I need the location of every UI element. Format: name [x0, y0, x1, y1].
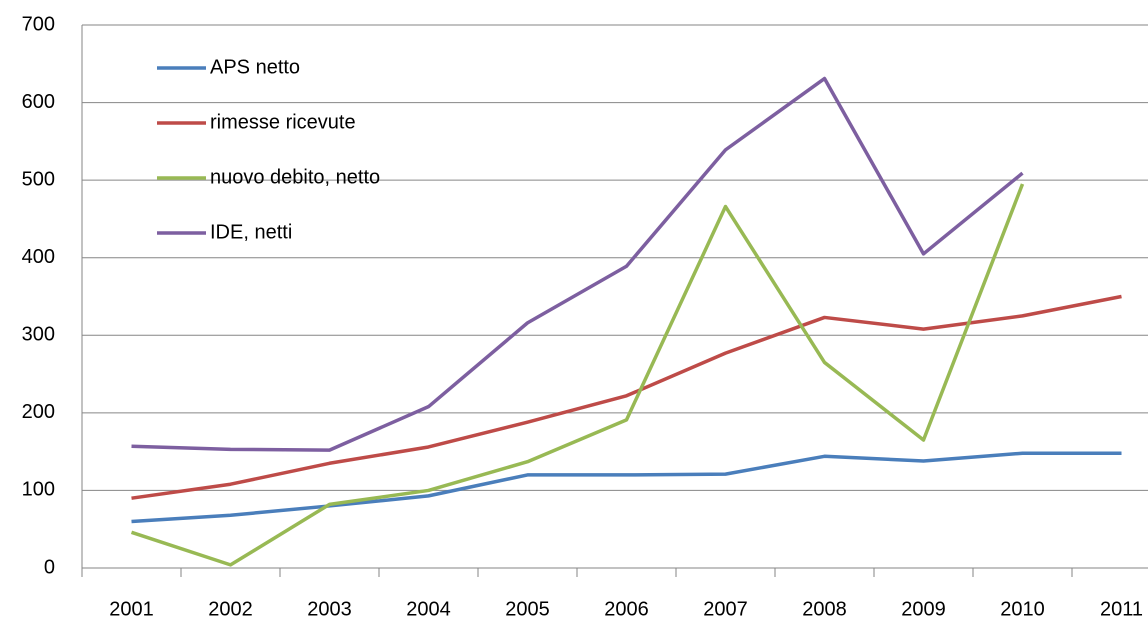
y-tick-label: 0: [44, 556, 55, 578]
legend-label: APS netto: [210, 56, 300, 78]
y-tick-label: 400: [22, 246, 55, 268]
series-line: [131, 451, 1122, 524]
x-tick-label: 2001: [109, 598, 154, 618]
series-line: [131, 76, 1024, 452]
x-tick-label: 2011: [1100, 598, 1143, 618]
y-tick-label: 700: [22, 13, 55, 35]
y-tick-label: 200: [22, 401, 55, 423]
y-tick-label: 300: [22, 324, 55, 346]
x-tick-label: 2006: [604, 598, 649, 618]
y-tick-label: 500: [22, 168, 55, 190]
x-tick-label: 2002: [208, 598, 253, 618]
x-tick-label: 2009: [901, 598, 946, 618]
x-tick-label: 2008: [802, 598, 847, 618]
legend-label: rimesse ricevute: [210, 111, 356, 133]
legend-label: nuovo debito, netto: [210, 166, 380, 188]
legend-label: IDE, netti: [210, 221, 292, 243]
x-tick-label: 2004: [406, 598, 451, 618]
series-line: [130, 183, 1025, 567]
x-tick-label: 2010: [1000, 598, 1045, 618]
x-tick-label: 2007: [703, 598, 748, 618]
series-line: [131, 294, 1122, 500]
y-tick-label: 600: [22, 91, 55, 113]
x-tick-label: 2005: [505, 598, 550, 618]
y-tick-label: 100: [22, 479, 55, 501]
x-tick-label: 2003: [307, 598, 352, 618]
